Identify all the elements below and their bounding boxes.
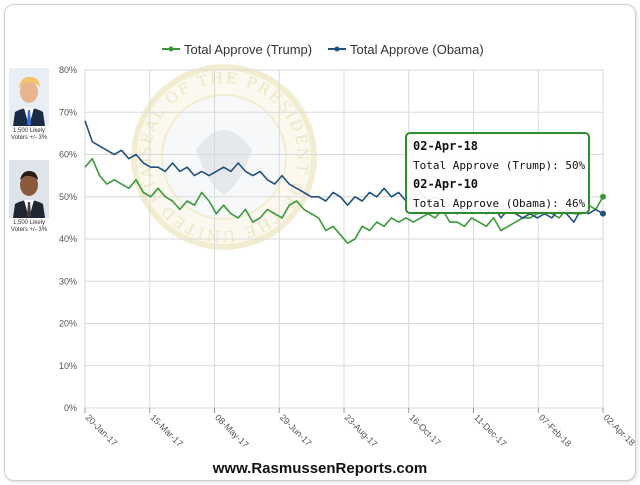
x-tick-label: 08-May-17: [213, 412, 250, 449]
legend-obama-label: Total Approve (Obama): [350, 42, 484, 57]
legend: Total Approve (Trump) Total Approve (Oba…: [162, 42, 484, 57]
y-tick-label: 20%: [59, 319, 77, 329]
y-tick-label: 80%: [59, 65, 77, 75]
trump-portrait: [9, 68, 49, 126]
y-tick-label: 70%: [59, 107, 77, 117]
tooltip-trump-date: 02-Apr-18: [413, 139, 479, 153]
y-tick-label: 60%: [59, 150, 77, 160]
y-axis: 0% 10% 20% 30% 40% 50% 60% 70% 80%: [59, 65, 77, 413]
chart-frame: [4, 4, 636, 481]
tooltip: 02-Apr-18 Total Approve (Trump): 50% 02-…: [405, 132, 590, 214]
tooltip-obama-value: Total Approve (Obama): 46%: [413, 197, 586, 210]
y-tick-label: 50%: [59, 192, 77, 202]
x-tick-label: 11-Dec-17: [472, 412, 508, 448]
x-tick-label: 20-Jan-17: [84, 412, 120, 448]
data-series: [84, 120, 606, 244]
x-axis: 20-Jan-17 15-Mar-17 08-May-17 29-Jun-17 23-A…: [84, 408, 637, 450]
tooltip-trump-value: Total Approve (Trump): 50%: [413, 159, 586, 172]
series-obama-endpoint[interactable]: [600, 210, 606, 217]
x-tick-label: 29-Jun-17: [278, 412, 314, 448]
y-tick-label: 10%: [59, 361, 77, 371]
x-tick-label: 23-Aug-17: [343, 412, 380, 449]
series-trump-endpoint[interactable]: [600, 193, 606, 200]
legend-item-trump[interactable]: Total Approve (Trump): [162, 42, 312, 57]
y-tick-label: 0%: [64, 403, 77, 413]
obama-caption: 1,500 Likely Voters +/- 3%: [10, 220, 48, 233]
tooltip-obama-date: 02-Apr-10: [413, 177, 479, 191]
series-obama-line[interactable]: [84, 120, 604, 223]
trump-caption: 1,500 Likely Voters +/- 3%: [10, 128, 48, 141]
footer-site: www.RasmussenReports.com: [212, 460, 428, 477]
x-tick-label: 07-Feb-18: [537, 412, 573, 448]
y-tick-label: 40%: [59, 234, 77, 244]
legend-item-obama[interactable]: Total Approve (Obama): [328, 42, 484, 57]
legend-trump-label: Total Approve (Trump): [184, 42, 312, 57]
obama-portrait: [9, 160, 49, 218]
y-tick-label: 30%: [59, 276, 77, 286]
x-tick-label: 16-Oct-17: [407, 412, 442, 447]
x-tick-label: 02-Apr-18: [602, 412, 637, 447]
series-trump-line[interactable]: [84, 157, 604, 244]
x-tick-label: 15-Mar-17: [148, 412, 184, 448]
